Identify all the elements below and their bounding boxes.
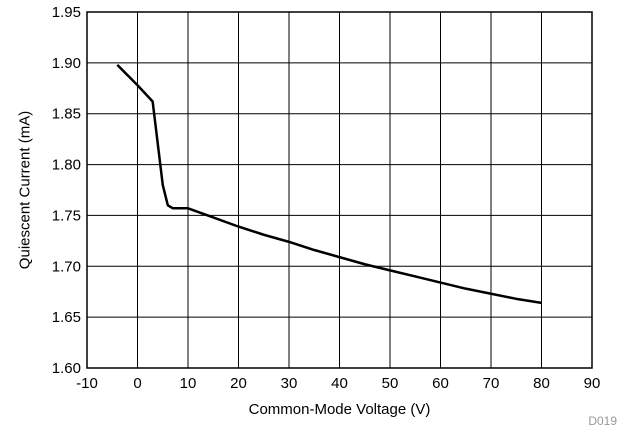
x-tick-label: 30 [281, 375, 298, 392]
x-tick-label: 40 [331, 375, 348, 392]
x-tick-labels: -10 0 10 20 30 40 50 60 70 80 90 [76, 375, 600, 392]
y-tick-label: 1.95 [52, 4, 81, 21]
x-tick-label: -10 [76, 375, 98, 392]
y-tick-label: 1.90 [52, 55, 81, 72]
x-tick-label: 60 [432, 375, 449, 392]
y-tick-label: 1.85 [52, 106, 81, 123]
x-tick-label: 90 [584, 375, 601, 392]
y-tick-label: 1.80 [52, 157, 81, 174]
series-line [117, 65, 541, 303]
x-tick-label: 0 [133, 375, 141, 392]
y-tick-label: 1.60 [52, 360, 81, 377]
y-tick-label: 1.70 [52, 258, 81, 275]
x-tick-label: 50 [382, 375, 399, 392]
figure-code: D019 [588, 414, 617, 428]
y-tick-label: 1.75 [52, 207, 81, 224]
y-tick-labels: 1.60 1.65 1.70 1.75 1.80 1.85 1.90 1.95 [52, 4, 81, 377]
y-tick-label: 1.65 [52, 309, 81, 326]
x-tick-label: 10 [180, 375, 197, 392]
y-axis-title: Quiescent Current (mA) [16, 111, 33, 269]
x-tick-label: 70 [483, 375, 500, 392]
x-tick-label: 20 [230, 375, 247, 392]
x-tick-label: 80 [533, 375, 550, 392]
x-axis-title: Common-Mode Voltage (V) [249, 401, 431, 418]
